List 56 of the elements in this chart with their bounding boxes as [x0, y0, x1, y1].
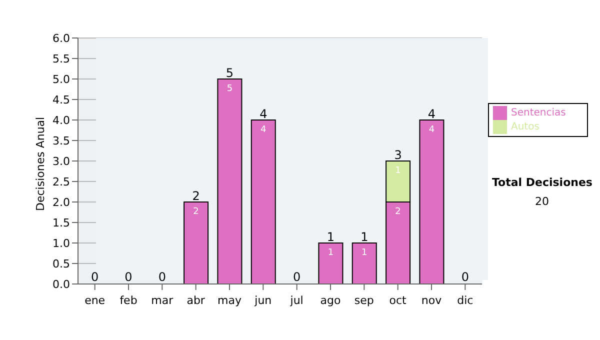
- x-tick-label: mar: [151, 294, 174, 307]
- total-label: 3: [394, 148, 402, 162]
- y-tick-label: 4.5: [52, 93, 70, 106]
- y-tick-label: 2.0: [52, 196, 70, 209]
- bar: [184, 202, 209, 284]
- data-label: 5: [226, 84, 233, 94]
- x-tick-label: feb: [120, 294, 138, 307]
- legend-label: Sentencias: [511, 108, 566, 119]
- x-tick-label: sep: [354, 294, 374, 307]
- bar: [250, 120, 276, 284]
- y-tick-label: 5.0: [52, 72, 70, 86]
- bar: [318, 242, 344, 284]
- total-label: 0: [124, 270, 132, 284]
- total-label: 1: [326, 230, 335, 244]
- x-tick-label: ago: [320, 294, 341, 307]
- x-tick-label: may: [218, 294, 242, 307]
- total-label: 4: [260, 107, 268, 121]
- total-label: 0: [293, 270, 301, 284]
- text: Total Decisiones: [492, 176, 592, 189]
- total-label: 4: [428, 107, 436, 121]
- y-tick-label: 1.0: [52, 236, 70, 250]
- bar: [217, 78, 242, 284]
- y-axis-title: Decisiones Anual: [34, 116, 47, 211]
- x-tick-label: jul: [289, 294, 304, 307]
- y-tick-label: 4.0: [52, 114, 70, 127]
- x-tick-label: jun: [254, 294, 272, 307]
- data-label: 4: [260, 125, 267, 135]
- total-label: 1: [360, 230, 368, 244]
- total-label: 2: [192, 189, 200, 203]
- x-tick-label: nov: [421, 294, 442, 307]
- x-tick-label: oct: [389, 294, 408, 307]
- x-tick-label: abr: [186, 294, 206, 307]
- data-label: 4: [428, 125, 435, 135]
- y-tick-label: 3.0: [52, 154, 70, 168]
- total-label: 0: [158, 270, 166, 284]
- bar: [419, 120, 444, 284]
- data-label: 1: [362, 248, 368, 258]
- y-tick-label: 3.5: [52, 134, 70, 148]
- bar: [352, 242, 377, 284]
- text: 20: [534, 195, 550, 208]
- x-tick-label: ene: [84, 294, 106, 307]
- y-tick-label: 6.0: [52, 32, 70, 45]
- total-label: 5: [226, 66, 234, 80]
- legend-label: Autos: [511, 122, 540, 133]
- data-label: 2: [395, 207, 401, 217]
- data-label: 1: [328, 248, 334, 258]
- y-tick-label: 1.5: [52, 216, 70, 230]
- y-tick-label: 0.0: [52, 278, 70, 291]
- data-label: 1: [395, 166, 401, 176]
- total-label: 0: [461, 270, 469, 284]
- total-label: 0: [91, 270, 99, 284]
- y-tick-label: 2.5: [52, 175, 70, 188]
- x-tick-label: dic: [457, 294, 474, 307]
- data-label: 2: [193, 207, 199, 217]
- y-tick-label: 0.5: [52, 257, 70, 270]
- y-tick-label: 5.5: [52, 52, 70, 66]
